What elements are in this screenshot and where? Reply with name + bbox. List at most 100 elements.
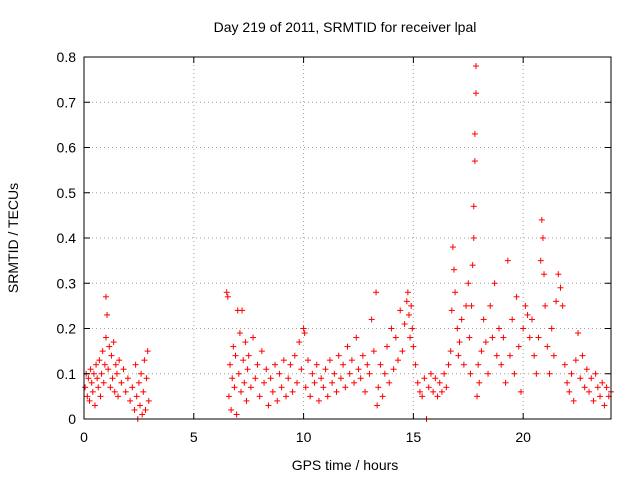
data-point — [403, 298, 410, 305]
data-point — [329, 379, 336, 386]
data-point — [564, 379, 571, 386]
data-point — [407, 334, 414, 341]
data-point — [109, 375, 116, 382]
data-point — [136, 402, 143, 409]
data-point — [326, 357, 333, 364]
data-point — [105, 366, 112, 373]
data-point — [500, 334, 507, 341]
data-point — [588, 375, 595, 382]
data-point — [466, 334, 473, 341]
data-point — [113, 370, 120, 377]
data-point — [482, 339, 489, 346]
y-tick-label: 0.8 — [57, 49, 77, 65]
x-axis-label: GPS time / hours — [292, 457, 399, 473]
data-point — [252, 375, 259, 382]
data-point — [88, 379, 95, 386]
data-point — [421, 375, 428, 382]
data-point — [452, 289, 459, 296]
data-point — [359, 352, 366, 359]
data-point — [597, 393, 604, 400]
data-point — [550, 352, 557, 359]
y-tick-label: 0.2 — [57, 321, 77, 337]
data-point — [491, 280, 498, 287]
data-point — [513, 293, 520, 300]
data-point — [106, 343, 113, 350]
data-point — [368, 316, 375, 323]
data-point — [278, 384, 285, 391]
data-point — [258, 348, 265, 355]
data-point — [141, 357, 148, 364]
data-point — [228, 406, 235, 413]
data-point — [357, 375, 364, 382]
data-point — [239, 307, 246, 314]
data-point — [235, 370, 242, 377]
data-point — [285, 375, 292, 382]
data-point — [143, 375, 150, 382]
y-tick-label: 0.4 — [57, 230, 77, 246]
data-point — [448, 307, 455, 314]
data-point — [474, 393, 481, 400]
data-point — [250, 334, 257, 341]
data-point — [515, 343, 522, 350]
data-point — [101, 361, 108, 368]
data-point — [374, 402, 381, 409]
data-point — [475, 361, 482, 368]
grid-lines — [84, 57, 611, 419]
data-point — [301, 330, 308, 337]
data-point — [242, 339, 249, 346]
data-point — [351, 379, 358, 386]
data-point — [539, 235, 546, 241]
y-tick-label: 0.6 — [57, 140, 77, 156]
data-point — [381, 370, 388, 377]
data-point — [240, 357, 247, 364]
data-point — [443, 384, 450, 391]
data-point — [307, 393, 314, 400]
data-point — [287, 361, 294, 368]
data-point — [594, 384, 601, 391]
data-point — [572, 357, 579, 364]
data-point — [96, 357, 103, 364]
data-point — [434, 393, 441, 400]
data-point — [145, 397, 152, 404]
data-point — [509, 316, 516, 323]
data-point — [504, 257, 511, 264]
data-point — [100, 379, 107, 386]
data-point — [472, 63, 479, 70]
data-point — [131, 406, 138, 413]
data-point — [533, 370, 540, 377]
data-point — [296, 339, 303, 346]
data-point — [537, 257, 544, 264]
data-point — [116, 357, 123, 364]
data-point — [133, 393, 140, 400]
data-point — [489, 334, 496, 341]
data-point — [127, 397, 134, 404]
data-point — [227, 361, 234, 368]
data-point — [340, 361, 347, 368]
data-point — [524, 311, 531, 318]
data-point — [522, 302, 529, 309]
data-point — [333, 388, 340, 395]
data-point — [485, 370, 492, 377]
data-point — [432, 375, 439, 382]
data-point — [331, 370, 338, 377]
data-point — [553, 298, 560, 305]
data-point — [592, 370, 599, 377]
data-point — [269, 388, 276, 395]
data-point — [487, 302, 494, 309]
data-point — [390, 366, 397, 373]
data-point — [111, 388, 118, 395]
data-point — [223, 289, 230, 296]
data-point — [548, 325, 555, 332]
data-point — [493, 352, 500, 359]
data-point — [579, 352, 586, 359]
axis-ticks: 0 0.1 0.2 0.3 0.4 0.5 0.6 0.7 0.8 0 5 10 15 20 — [57, 49, 611, 445]
data-point — [544, 343, 551, 350]
data-point — [348, 357, 355, 364]
data-point — [438, 388, 445, 395]
data-point — [298, 366, 305, 373]
data-point — [344, 343, 351, 350]
data-point — [599, 379, 606, 386]
data-point — [603, 384, 610, 391]
data-point — [370, 348, 377, 355]
